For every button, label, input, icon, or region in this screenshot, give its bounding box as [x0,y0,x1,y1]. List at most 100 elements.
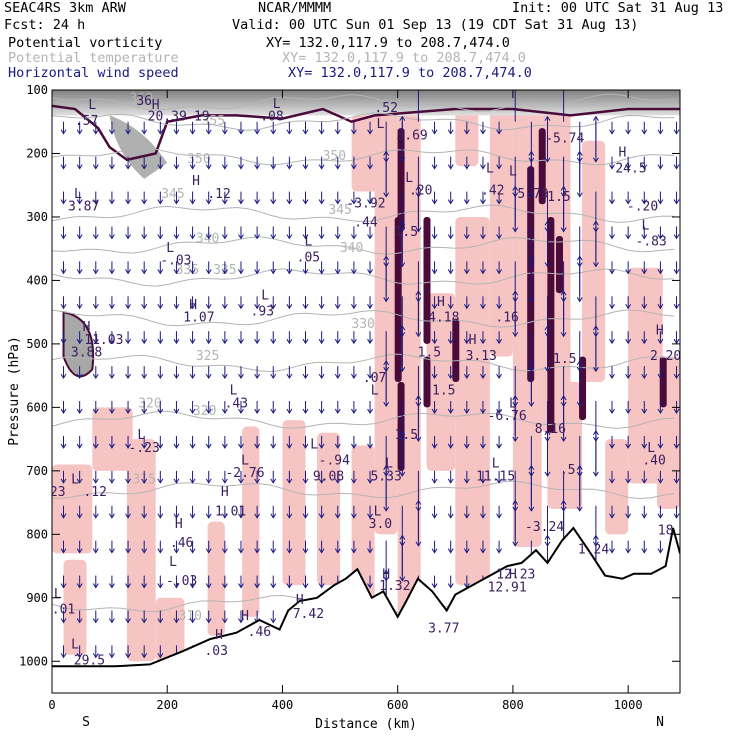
pv-extremum-label: 1.32 [379,579,410,594]
wind-vector-head [286,548,293,554]
wind-vector-head [657,548,664,554]
wind-vector-head [189,199,196,205]
wind-vector-head [76,478,83,484]
theta-label: 340 [196,231,219,246]
pv-extremum-label: -.03 [166,574,197,589]
pv-extremum-label: .57 [75,114,98,129]
wind-vector-head [383,192,390,198]
wind-vector-head [254,443,261,449]
wind-vector-head [157,304,164,310]
wind-vector-head [318,373,325,380]
wind-vector-head [238,234,244,240]
wind-vector-head [221,548,228,554]
y-tick-label: 1000 [19,654,48,668]
wind-vector-head [480,478,486,484]
wind-vector-head [576,464,583,471]
pv-shade-patch [351,445,375,598]
wind-vector-head [125,653,131,659]
wind-vector-head [189,548,196,554]
wind-vector-head [141,548,148,554]
wind-vector-head [609,408,615,414]
y-tick-label: 500 [26,337,48,351]
wind-vector-head [221,234,228,240]
wind-vector-head [60,164,67,170]
wind-vector-head [383,401,390,408]
wind-vector-head [302,513,309,519]
wind-vector-head [60,269,67,275]
wind-vector-head [286,338,293,345]
wind-vector-head [496,443,503,449]
wind-vector-head [673,478,680,484]
wind-vector-head [431,129,438,135]
wind-vector-head [609,234,615,240]
pv-2-contour [52,104,680,162]
wind-vector-head [141,408,148,414]
wind-vector-head [318,269,325,275]
wind-vector-head [108,269,115,275]
pv-extremum-label: .03 [204,644,227,659]
wind-vector-head [254,269,261,275]
theta-contour-355 [52,112,675,131]
wind-vector-head [92,653,99,659]
wind-vector-head [480,129,486,135]
pv-dark-column [394,216,402,382]
wind-vector-head [334,199,341,205]
pv-extremum-label: 3.0 [369,517,392,532]
wind-vector-head [528,192,535,198]
terrain-layer [52,526,680,693]
wind-vector-head [480,338,486,345]
wind-vector-head [463,373,470,380]
wind-vector-head [189,408,196,414]
wind-vector-head [447,548,454,554]
wind-vector-head [221,513,228,519]
pv-extremum-label: .93 [251,304,274,319]
wind-vector-head [318,408,325,414]
pv-extremum-label: -5.74 [545,132,584,147]
pv-extremum-label: H [152,98,160,113]
wind-vector-head [221,408,228,414]
wind-vector-head [173,548,180,554]
wind-vector-head [76,269,83,275]
wind-vector-head [92,269,99,275]
wind-vector-head [286,583,293,589]
wind-vector-head [205,199,212,205]
valid-time: Valid: 00 UTC Sun 01 Sep 13 (19 CDT Sat … [232,17,639,33]
wind-vector-head [205,478,212,484]
wind-vector-head [447,373,454,380]
wind-vector-head [576,255,583,261]
wind-vector-head [431,478,438,484]
pv-extremum-label: 5.79 [517,187,548,202]
wind-vector-head [254,513,261,519]
wind-vector-head [480,269,486,275]
wind-vector-head [513,82,518,86]
pv-extremum-label: 9.08 [313,469,344,484]
pv-extremum-label: 1.5 [418,346,441,361]
wind-vector-head [60,304,67,310]
pv-shade-patch [582,140,606,382]
wind-vector-head [270,548,277,554]
wind-vector-head [141,513,148,519]
wind-vector-head [141,164,148,170]
wind-vector-head [157,373,164,380]
wind-vector-head [221,373,228,380]
wind-vector-head [60,653,67,659]
theta-label: 340 [340,241,363,256]
wind-vector-head [157,164,164,170]
wind-vector-head [657,164,664,170]
wind-vector-head [463,199,470,205]
wind-vector-head [141,618,148,624]
wind-vector-head [544,471,551,477]
wind-vector-head [657,304,664,310]
wind-vector-head [270,373,277,380]
wind-vector-head [60,513,67,519]
wind-vector-head [334,548,341,554]
wind-vector-head [141,269,148,275]
wind-vector-head [367,129,373,135]
field-xy-theta: XY= 132.0,117.9 to 208.7,474.0 [282,50,526,66]
wind-vector-head [189,443,196,449]
wind-vector-head [576,506,583,512]
wind-vector-head [125,618,131,624]
wind-vector-head [592,325,599,331]
pv-extremum-label: 5.33 [371,469,402,484]
